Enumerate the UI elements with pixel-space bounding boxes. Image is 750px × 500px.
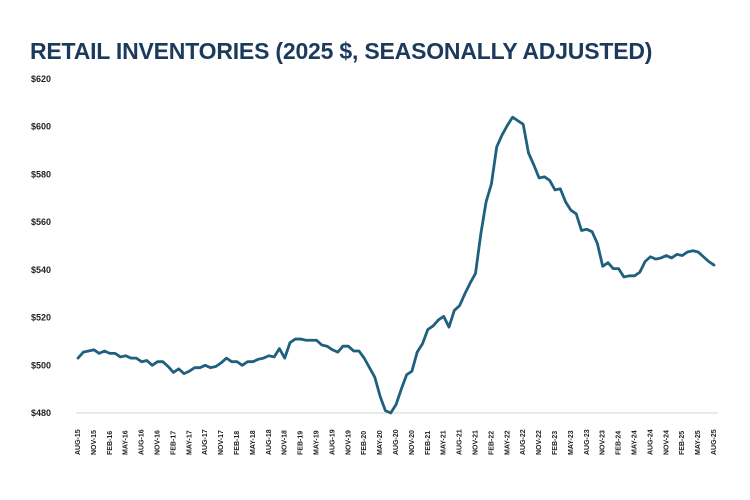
x-tick-label: FEB-16 — [107, 431, 114, 455]
x-tick-label: NOV-20 — [409, 430, 416, 455]
x-tick-label: NOV-19 — [345, 430, 352, 455]
x-tick-label: AUG-16 — [139, 429, 146, 455]
x-tick-label: FEB-22 — [488, 431, 495, 455]
y-tick-label: $580 — [31, 169, 51, 179]
x-tick-label: MAY-22 — [504, 430, 511, 455]
y-axis: $480 $500 $520 $540 $560 $580 $600 $620 — [31, 74, 51, 418]
x-tick-label: MAY-20 — [377, 430, 384, 455]
x-tick-label: NOV-21 — [473, 430, 480, 455]
y-tick-label: $540 — [31, 265, 51, 275]
x-tick-label: NOV-18 — [282, 430, 289, 455]
x-tick-label: FEB-18 — [234, 431, 241, 455]
x-tick-label: MAY-25 — [695, 430, 702, 455]
x-tick-label: AUG-23 — [584, 429, 591, 455]
x-tick-label: MAY-18 — [250, 430, 257, 455]
x-tick-label: AUG-19 — [329, 429, 336, 455]
x-tick-label: AUG-17 — [202, 429, 209, 455]
x-tick-label: MAY-17 — [186, 430, 193, 455]
x-tick-label: NOV-15 — [91, 430, 98, 455]
x-tick-label: AUG-24 — [647, 429, 654, 455]
x-tick-label: FEB-25 — [679, 431, 686, 455]
x-tick-label: MAY-16 — [123, 430, 130, 455]
x-tick-label: FEB-24 — [616, 431, 623, 455]
x-tick-label: MAY-24 — [632, 430, 639, 455]
x-tick-label: FEB-23 — [552, 431, 559, 455]
chart-title: RETAIL INVENTORIES (2025 $, SEASONALLY A… — [30, 38, 653, 64]
x-tick-label: AUG-18 — [266, 429, 273, 455]
x-tick-label: NOV-16 — [155, 430, 162, 455]
y-tick-label: $620 — [31, 74, 51, 84]
x-tick-label: NOV-22 — [536, 430, 543, 455]
x-tick-label: MAY-21 — [441, 430, 448, 455]
x-tick-label: AUG-22 — [520, 429, 527, 455]
y-tick-label: $480 — [31, 408, 51, 418]
y-tick-label: $560 — [31, 217, 51, 227]
y-tick-label: $520 — [31, 313, 51, 323]
x-tick-label: AUG-25 — [711, 429, 718, 455]
plot-area — [76, 115, 716, 415]
y-tick-label: $500 — [31, 360, 51, 370]
x-tick-label: NOV-17 — [218, 430, 225, 455]
x-tick-label: AUG-20 — [393, 429, 400, 455]
x-tick-label: FEB-17 — [170, 431, 177, 455]
x-tick-label: NOV-23 — [600, 430, 607, 455]
x-tick-label: FEB-19 — [298, 431, 305, 455]
y-tick-label: $600 — [31, 122, 51, 132]
x-tick-label: NOV-24 — [663, 430, 670, 455]
x-tick-label: FEB-20 — [361, 431, 368, 455]
x-tick-label: AUG-21 — [457, 429, 464, 455]
x-axis: AUG-15 NOV-15 FEB-16 MAY-16 AUG-16 NOV-16 FEB-… — [75, 429, 718, 455]
x-tick-label: MAY-23 — [568, 430, 575, 455]
x-tick-label: AUG-15 — [75, 429, 82, 455]
x-tick-label: FEB-21 — [425, 431, 432, 455]
series-line-retail-inventories — [76, 115, 716, 415]
x-tick-label: MAY-19 — [314, 430, 321, 455]
